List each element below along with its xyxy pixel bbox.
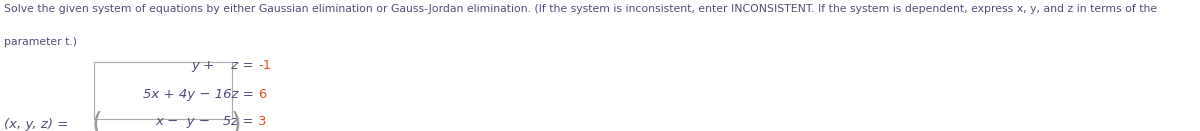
Text: (: ( [91,110,102,131]
Text: 5x + 4y − 16z =: 5x + 4y − 16z = [143,88,258,101]
Text: parameter t.): parameter t.) [4,37,77,47]
Text: -1: -1 [258,59,271,72]
Text: y +    z =: y + z = [191,59,258,72]
Text: ): ) [230,110,241,131]
FancyBboxPatch shape [94,62,232,119]
Text: x −  y −   5z =: x − y − 5z = [155,115,258,128]
Text: (x, y, z) =: (x, y, z) = [4,118,68,131]
Text: 3: 3 [258,115,266,128]
Text: 6: 6 [258,88,266,101]
Text: Solve the given system of equations by either Gaussian elimination or Gauss-Jord: Solve the given system of equations by e… [4,4,1157,14]
